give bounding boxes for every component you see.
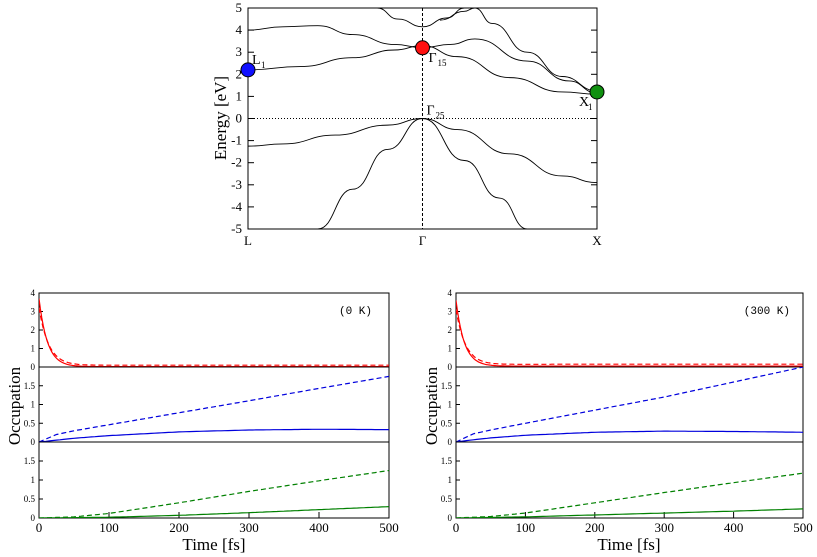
occ-y-tick-label: 0 [31, 513, 36, 523]
occ-panel-frame [38, 292, 390, 368]
band-point-marker [415, 40, 430, 56]
band-line-valence-2 [317, 118, 528, 229]
band-y-tick-label: -5 [231, 221, 242, 236]
occ-y-tick-label: 0 [448, 513, 453, 523]
occ-panel-frame [455, 292, 804, 368]
occ-x-tick-label: 0 [36, 520, 43, 535]
occ-series-red-dashed [456, 309, 803, 365]
band-line-conduction-3 [377, 8, 465, 28]
occ-y-tick-label: 0 [31, 362, 36, 372]
band-point-label: X [579, 95, 589, 110]
band-y-tick-label: -2 [231, 155, 242, 170]
band-point-label: Γ [429, 51, 437, 66]
occ-y-tick-label: 1 [31, 344, 36, 354]
occ-series-green-solid [39, 506, 389, 518]
band-y-tick-label: -1 [231, 133, 242, 148]
occ-panel-frame [38, 441, 390, 519]
occ-y-tick-label: 0.5 [24, 494, 36, 504]
occ-y-tick-label: 1 [448, 475, 453, 485]
band-y-tick-label: 5 [236, 0, 243, 15]
occ0k-y-axis-label: Occupation [5, 366, 24, 445]
occ-x-tick-label: 100 [516, 520, 536, 535]
occ-y-tick-label: 1.5 [24, 456, 36, 466]
occ300k-x-axis-label: Time [fs] [597, 535, 660, 554]
occ-x-tick-label: 300 [654, 520, 674, 535]
occ-x-tick-label: 200 [169, 520, 189, 535]
occ-y-tick-label: 1 [448, 400, 453, 410]
occ-y-tick-label: 3 [448, 307, 453, 317]
occupation-chart-300k: Occupation Time [fs] (300 K) 0 100 200 300 4… [422, 288, 813, 554]
occ-y-tick-label: 4 [31, 288, 36, 298]
band-y-tick-label: -3 [231, 177, 242, 192]
occ-y-tick-label: 0 [31, 437, 36, 447]
band-point-subscript: 1 [588, 102, 593, 112]
occ300k-title: (300 K) [744, 306, 790, 318]
occ-series-blue-solid [456, 430, 803, 442]
occupation-chart-0k: Occupation Time [fs] (0 K) 0 100 200 300 400… [5, 288, 399, 554]
occ-y-tick-label: 1.5 [24, 381, 36, 391]
occ-series-red-solid [456, 300, 803, 367]
occ-series-blue-solid [39, 428, 389, 442]
band-line-conduction-4 [439, 8, 597, 92]
occ-y-tick-label: 0.5 [24, 418, 36, 428]
occ0k-x-axis-label: Time [fs] [182, 535, 245, 554]
band-x-tick-label: L [244, 233, 252, 248]
occ-x-tick-label: 200 [585, 520, 605, 535]
band-point-marker [240, 62, 256, 78]
band-y-tick-label: 2 [236, 66, 243, 81]
band-y-tick-label: 3 [236, 44, 243, 59]
band-point-label: L [252, 53, 261, 68]
occ-y-tick-label: 1 [448, 344, 453, 354]
occ-series-red-dashed [39, 307, 389, 366]
occ-series-red-solid [39, 298, 389, 367]
occ-x-tick-label: 0 [453, 520, 460, 535]
occ-y-tick-label: 1.5 [441, 381, 453, 391]
occ-y-tick-label: 1 [31, 475, 36, 485]
occ-series-blue-dashed [39, 375, 389, 442]
occ-y-tick-label: 3 [31, 307, 36, 317]
band-y-tick-label: 1 [236, 88, 243, 103]
band-y-tick-label: 4 [236, 22, 243, 37]
occ0k-title: (0 K) [339, 306, 372, 318]
occ-series-green-dashed [456, 472, 803, 518]
occ300k-y-axis-label: Occupation [422, 366, 441, 445]
occ-series-blue-dashed [456, 367, 803, 442]
occ-y-tick-label: 2 [31, 325, 36, 335]
occ-x-tick-label: 500 [379, 520, 399, 535]
band-x-tick-label: X [592, 233, 602, 248]
band-point-subscript: 25 [436, 111, 446, 121]
occ-series-green-solid [456, 508, 803, 518]
occ-y-tick-label: 0 [448, 362, 453, 372]
occ-y-tick-label: 1.5 [441, 456, 453, 466]
occ-x-tick-label: 400 [724, 520, 744, 535]
occ-x-tick-label: 500 [793, 520, 813, 535]
occ-panel-frame [455, 366, 804, 443]
occ-y-tick-label: 0.5 [441, 418, 453, 428]
band-point-subscript: 15 [438, 58, 448, 68]
occ-y-tick-label: 0 [448, 437, 453, 447]
occ-y-tick-label: 4 [448, 288, 453, 298]
occ-y-tick-label: 1 [31, 400, 36, 410]
occ-y-tick-label: 0.5 [441, 494, 453, 504]
occ-x-tick-label: 400 [309, 520, 329, 535]
band-point-subscript: 1 [261, 60, 266, 70]
occ-x-tick-label: 300 [239, 520, 259, 535]
band-y-tick-label: 0 [236, 111, 243, 126]
occ-x-tick-label: 100 [99, 520, 119, 535]
occ-y-tick-label: 2 [448, 325, 453, 335]
occ-series-green-dashed [39, 469, 389, 518]
band-point-marker [589, 84, 605, 100]
band-point-label: Γ [427, 104, 435, 119]
band-y-tick-label: -4 [231, 199, 242, 214]
band-y-axis-label: Energy [eV] [211, 76, 230, 160]
band-x-tick-label: Γ [419, 233, 427, 248]
